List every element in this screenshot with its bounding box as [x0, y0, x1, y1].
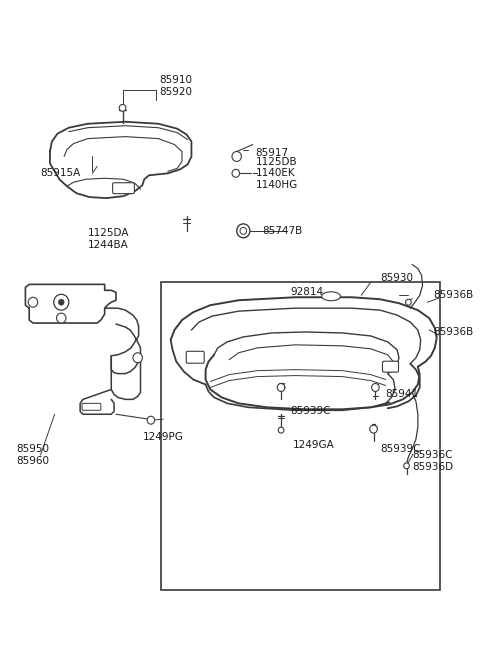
- Text: 92814: 92814: [290, 288, 324, 297]
- Circle shape: [147, 416, 155, 424]
- Bar: [161, 282, 441, 590]
- Circle shape: [237, 224, 250, 238]
- Text: 1249PG: 1249PG: [143, 432, 183, 442]
- FancyBboxPatch shape: [383, 361, 398, 372]
- Text: 85747B: 85747B: [262, 226, 302, 236]
- Text: 85910
85920: 85910 85920: [159, 75, 192, 97]
- Text: 85915A: 85915A: [40, 168, 81, 178]
- Circle shape: [277, 384, 285, 392]
- Circle shape: [54, 294, 69, 310]
- Text: 1125DA
1244BA: 1125DA 1244BA: [88, 228, 129, 250]
- Circle shape: [406, 299, 411, 305]
- FancyBboxPatch shape: [113, 183, 134, 194]
- Circle shape: [28, 297, 38, 307]
- Text: 85936B: 85936B: [433, 327, 473, 337]
- Circle shape: [240, 227, 247, 234]
- Text: 85936C
85936D: 85936C 85936D: [412, 450, 453, 472]
- Circle shape: [372, 384, 379, 392]
- Circle shape: [133, 353, 143, 363]
- Text: 85917: 85917: [255, 149, 288, 159]
- Circle shape: [57, 313, 66, 323]
- Text: 1249GA: 1249GA: [292, 440, 334, 450]
- Circle shape: [59, 299, 64, 305]
- Text: 1125DB
1140EK
1140HG: 1125DB 1140EK 1140HG: [255, 157, 298, 190]
- Text: 85950
85960: 85950 85960: [16, 444, 49, 466]
- Text: 85939C: 85939C: [380, 444, 420, 454]
- Circle shape: [404, 463, 409, 469]
- Circle shape: [370, 425, 377, 433]
- Ellipse shape: [322, 292, 340, 301]
- Circle shape: [232, 151, 241, 161]
- Text: 85936B: 85936B: [433, 290, 473, 300]
- Text: 85930: 85930: [380, 273, 413, 284]
- Circle shape: [119, 104, 126, 111]
- FancyBboxPatch shape: [82, 403, 101, 410]
- Text: 85941: 85941: [385, 390, 418, 400]
- Circle shape: [232, 170, 240, 178]
- Circle shape: [278, 427, 284, 433]
- Text: 85939C: 85939C: [290, 406, 331, 417]
- FancyBboxPatch shape: [186, 351, 204, 363]
